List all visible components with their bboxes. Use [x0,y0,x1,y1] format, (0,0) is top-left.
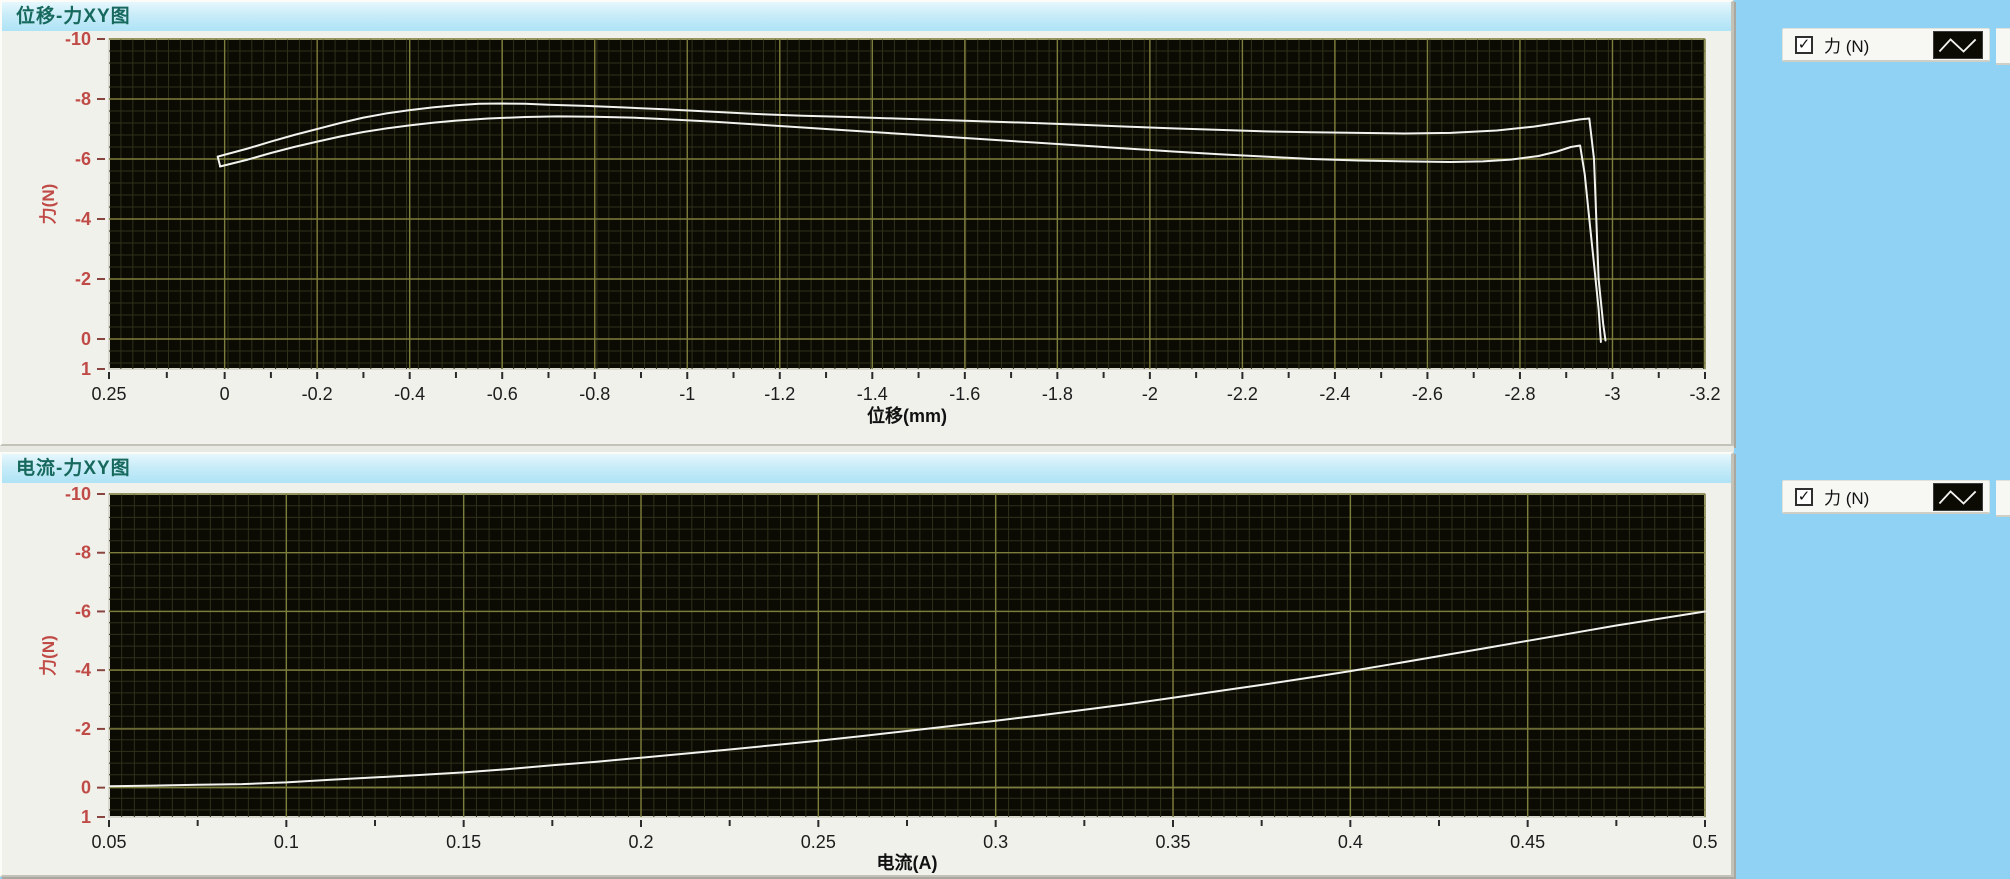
legend-overflow-stub [1996,28,2010,65]
x-tick-label: 0.05 [91,832,126,852]
x-tick-label: -2.4 [1319,384,1350,404]
x-tick-label: 0.3 [983,832,1008,852]
y-tick-label: -6 [75,149,91,169]
legend-label[interactable]: 力 (N) [1824,489,1870,508]
y-tick-label: -2 [75,719,91,739]
y-axis-title: 力(N) [38,635,58,676]
x-axis-title: 电流(A) [877,852,938,873]
force-curve [216,102,1607,342]
x-tick-label: 0.1 [274,832,299,852]
graph-title-text: 位移-力XY图 [16,6,131,27]
line-style-swatch-icon[interactable] [1933,482,1983,511]
x-tick-label: 0.45 [1510,832,1545,852]
checkmark-icon: ✓ [1797,36,1811,53]
x-tick-label: -1.8 [1042,384,1073,404]
x-tick-label: 0.5 [1692,832,1717,852]
legend-checkbox[interactable]: ✓ [1795,35,1813,54]
x-axis-title: 位移(mm) [867,405,947,426]
x-tick-label: -2.8 [1504,384,1535,404]
x-tick-label: -2 [1142,384,1158,404]
x-tick-label: -1 [679,384,695,404]
x-tick-label: 0 [220,384,230,404]
x-tick-label: 0.2 [628,832,653,852]
legend-overflow-stub [1996,480,2010,517]
x-tick-label: -2.6 [1412,384,1443,404]
x-tick-label: -1.2 [764,384,795,404]
xy-graph-displacement-force[interactable]: 0.25 0 -0.2 -0.4 -0.6 -0.8 -1 -1.2 -1.4 -1.6 -1.8 -… [2,31,1736,448]
graph-title-current-force: 电流-力XY图 [2,454,1731,483]
plot-legend-current-force: ✓ 力 (N) [1782,480,1990,514]
legend-label[interactable]: 力 (N) [1824,37,1870,56]
x-tick-label: -0.6 [487,384,518,404]
x-tick-label: -0.2 [302,384,333,404]
x-tick-label: 0.4 [1338,832,1363,852]
x-tick-label: 0.25 [801,832,836,852]
y-axis-title: 力(N) [38,184,58,225]
y-tick-label: 0 [81,778,91,798]
y-tick-label: -2 [75,269,91,289]
graph-title-text: 电流-力XY图 [16,458,131,479]
xy-graph-current-force[interactable]: 0.05 0.1 0.15 0.2 0.25 0.3 0.35 0.4 0.45 0.5 -10 -8… [2,484,1736,879]
x-tick-label: -1.6 [949,384,980,404]
y-tick-label: 1 [81,807,91,827]
x-tick-label: -0.8 [579,384,610,404]
x-tick-label: -3 [1604,384,1620,404]
y-tick-label: -4 [75,660,91,680]
force-curve [219,115,1602,343]
graph-title-displacement-force: 位移-力XY图 [2,2,1731,31]
x-tick-label: -2.2 [1227,384,1258,404]
x-tick-label: 0.35 [1155,832,1190,852]
x-tick-label: -1.4 [857,384,888,404]
line-style-swatch-icon[interactable] [1933,30,1983,59]
y-tick-label: -6 [75,601,91,621]
y-tick-label: -10 [65,31,91,49]
y-tick-label: -8 [75,89,91,109]
checkmark-icon: ✓ [1797,488,1811,505]
plot-area[interactable] [108,38,1706,370]
legend-checkbox[interactable]: ✓ [1795,487,1813,506]
x-tick-label: 0.15 [446,832,481,852]
y-tick-label: 0 [81,329,91,349]
x-tick-label: 0.25 [91,384,126,404]
force-curve [108,610,1706,788]
x-tick-label: -0.4 [394,384,425,404]
panel-displacement-force-graph: 位移-力XY图 0.25 0 -0.2 -0.4 -0.6 -0.8 -1 -1.2 -1.4 -… [0,0,1734,446]
y-tick-label: -4 [75,209,91,229]
y-tick-label: -10 [65,484,91,504]
y-tick-label: 1 [81,359,91,379]
x-tick-label: -3.2 [1689,384,1720,404]
y-tick-label: -8 [75,543,91,563]
plot-legend-displacement-force: ✓ 力 (N) [1782,28,1990,62]
panel-current-force-graph: 电流-力XY图 0.05 0.1 0.15 0.2 0.25 0.3 0.35 0.4 0.45… [0,452,1734,877]
